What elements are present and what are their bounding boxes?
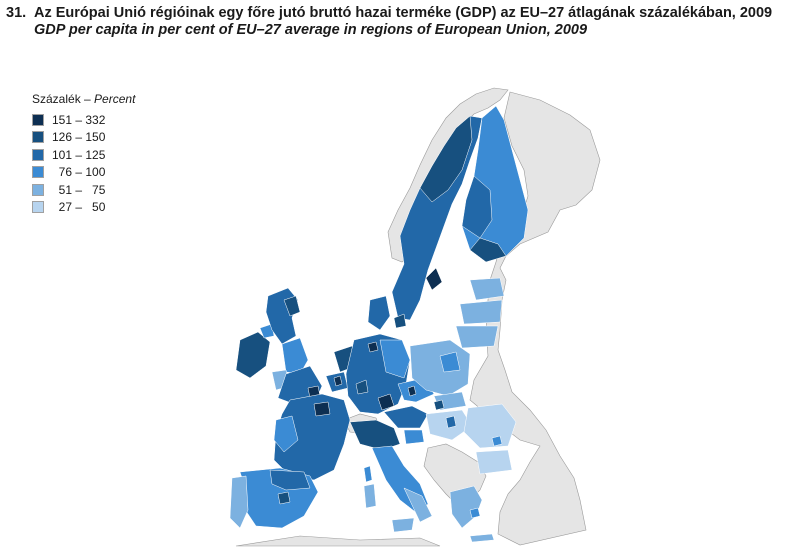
legend-swatch: [32, 131, 44, 144]
legend-row: 27 – 50: [32, 199, 135, 217]
sicily-shape: [391, 517, 415, 533]
bratislava-shape: [433, 399, 445, 411]
legend-swatch: [32, 201, 44, 214]
legend-row: 101 – 125: [32, 146, 135, 164]
legend-swatch: [32, 113, 44, 126]
northern-ireland-shape: [259, 323, 275, 339]
title-english: GDP per capita in per cent of EU–27 aver…: [34, 22, 588, 38]
sweden-north-shape: [419, 115, 473, 203]
romania-shape: [463, 403, 517, 449]
legend-row: 51 – 75: [32, 181, 135, 199]
slovenia-shape: [403, 429, 425, 445]
greece-shape: [449, 485, 483, 529]
legend-row: 76 – 100: [32, 164, 135, 182]
athens-shape: [469, 507, 481, 519]
legend-swatch: [32, 183, 44, 196]
estonia-shape: [469, 277, 505, 301]
legend-swatch: [32, 148, 44, 161]
budapest-shape: [445, 415, 457, 429]
france-west-shape: [273, 415, 299, 453]
prague-shape: [407, 385, 417, 397]
legend-label: 27 – 50: [52, 200, 106, 215]
finland-west-shape: [461, 175, 493, 239]
frankfurt-shape: [355, 379, 369, 395]
hamburg-shape: [367, 341, 379, 353]
legend-label: 101 – 125: [52, 147, 106, 162]
sardinia-shape: [363, 483, 377, 509]
paris-shape: [313, 401, 331, 417]
crete-shape: [469, 533, 495, 543]
legend-label: 126 – 150: [52, 130, 106, 145]
north-africa-shape: [235, 535, 441, 547]
brussels-shape: [333, 375, 343, 387]
denmark-shape: [367, 295, 391, 331]
portugal-shape: [229, 475, 249, 529]
italy-south-shape: [403, 487, 433, 523]
germany-east-shape: [379, 339, 411, 379]
legend-title: Százalék – Percent: [32, 92, 135, 106]
austria-shape: [383, 405, 429, 429]
legend-label: 76 – 100: [52, 165, 106, 180]
bucharest-shape: [491, 435, 503, 447]
eu-regions: [229, 105, 529, 543]
copenhagen-shape: [393, 313, 407, 329]
madrid-shape: [277, 491, 291, 505]
poland-central-shape: [439, 351, 461, 373]
latvia-shape: [459, 299, 503, 325]
lithuania-shape: [455, 325, 499, 349]
legend-row: 126 – 150: [32, 129, 135, 147]
figure-number: 31.: [6, 5, 27, 21]
eastern-europe-shape: [469, 91, 601, 546]
map-title: 31. Az Európai Unió régióinak egy főre j…: [6, 5, 786, 39]
munich-shape: [377, 393, 395, 411]
italy-north-shape: [349, 419, 401, 451]
legend-label: 51 – 75: [52, 182, 106, 197]
legend-row: 151 – 332: [32, 111, 135, 129]
corsica-shape: [363, 465, 373, 483]
north-scotland-shape: [283, 295, 301, 317]
ireland-shape: [235, 331, 271, 379]
stockholm-shape: [425, 267, 443, 291]
title-hungarian: Az Európai Unió régióinak egy főre jutó …: [34, 5, 773, 21]
finland-south-shape: [469, 237, 507, 263]
legend-title-hu: Százalék –: [32, 92, 95, 106]
spain-north-shape: [269, 469, 311, 491]
england-north-shape: [281, 337, 309, 375]
map-legend: Százalék – Percent 151 – 332 126 – 150 1…: [32, 92, 135, 216]
legend-swatch: [32, 166, 44, 179]
bulgaria-shape: [475, 449, 513, 475]
legend-label: 151 – 332: [52, 112, 106, 127]
legend-title-en: Percent: [94, 92, 136, 106]
